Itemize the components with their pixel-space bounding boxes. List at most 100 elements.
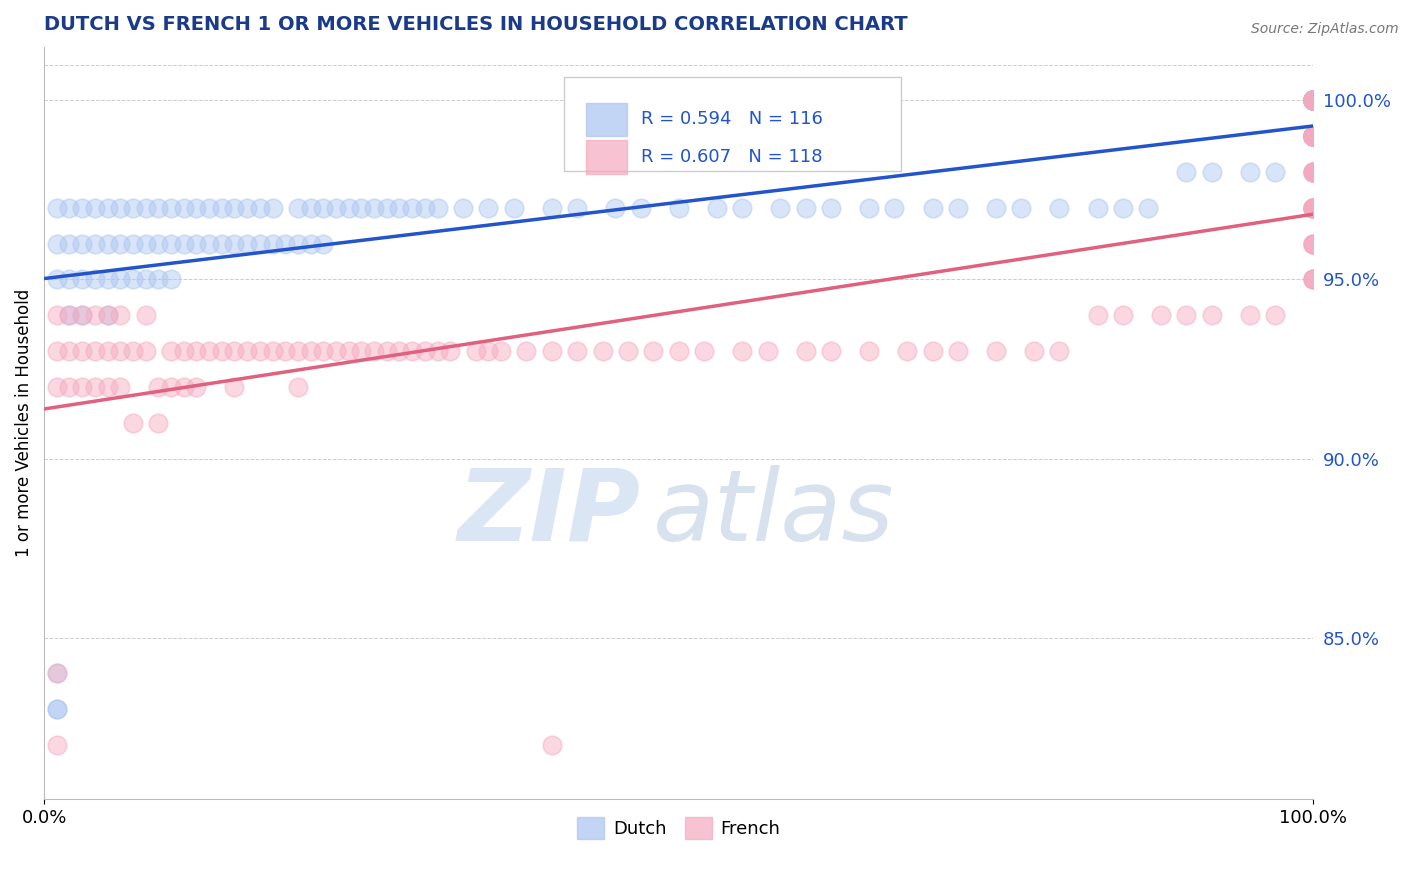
Point [224,201,246,215]
Point [274,344,297,359]
Point [1302,94,1324,108]
Point [375,201,398,215]
Point [160,201,183,215]
Point [1302,201,1324,215]
Point [794,201,817,215]
Point [489,344,512,359]
Point [1150,308,1173,322]
Point [83,236,105,251]
Point [769,201,792,215]
Point [224,380,246,394]
Text: R = 0.594   N = 116: R = 0.594 N = 116 [641,111,823,128]
Point [350,201,373,215]
Point [148,236,170,251]
Point [186,344,208,359]
Point [224,236,246,251]
Point [97,380,120,394]
Point [83,380,105,394]
Point [135,344,157,359]
Point [45,344,67,359]
Text: Source: ZipAtlas.com: Source: ZipAtlas.com [1251,22,1399,37]
Point [173,344,195,359]
Point [299,201,322,215]
Point [135,201,157,215]
Point [83,272,105,286]
Point [122,236,145,251]
Point [110,344,132,359]
Point [477,344,499,359]
Point [312,236,335,251]
Point [262,344,284,359]
Point [287,380,309,394]
Point [58,308,80,322]
Point [1201,308,1223,322]
Point [1137,201,1160,215]
Point [249,201,271,215]
Point [236,201,259,215]
Point [643,344,665,359]
Point [1302,201,1324,215]
Point [731,344,754,359]
Point [1302,129,1324,144]
Point [236,236,259,251]
FancyBboxPatch shape [564,77,901,170]
Point [1302,129,1324,144]
Point [173,380,195,394]
Point [70,308,93,322]
Point [1302,94,1324,108]
Point [1302,129,1324,144]
Point [388,201,411,215]
Point [401,344,423,359]
Point [363,344,385,359]
Point [1302,272,1324,286]
Point [45,666,67,681]
Point [211,201,233,215]
Point [1302,94,1324,108]
Point [198,201,221,215]
Point [1022,344,1045,359]
Point [97,272,120,286]
Y-axis label: 1 or more Vehicles in Household: 1 or more Vehicles in Household [15,289,32,557]
Point [540,201,562,215]
Point [160,380,183,394]
Point [274,236,297,251]
Point [1175,308,1198,322]
Point [135,236,157,251]
Point [1201,165,1223,179]
Point [58,380,80,394]
Point [1302,94,1324,108]
Point [45,738,67,752]
Point [756,344,779,359]
Point [1302,94,1324,108]
Point [477,201,499,215]
Point [249,344,271,359]
Point [1302,201,1324,215]
Point [262,201,284,215]
Point [388,344,411,359]
Point [70,272,93,286]
Point [1264,308,1286,322]
Point [186,236,208,251]
Point [1302,94,1324,108]
Point [325,201,347,215]
Point [1302,129,1324,144]
Point [160,236,183,251]
Point [287,236,309,251]
Point [1302,94,1324,108]
Point [97,236,120,251]
Point [299,344,322,359]
Point [287,201,309,215]
Point [1239,308,1261,322]
Point [1302,129,1324,144]
Point [1302,272,1324,286]
Point [1302,201,1324,215]
Point [58,201,80,215]
Text: ZIP: ZIP [457,465,641,561]
Point [439,344,461,359]
Point [58,344,80,359]
Text: DUTCH VS FRENCH 1 OR MORE VEHICLES IN HOUSEHOLD CORRELATION CHART: DUTCH VS FRENCH 1 OR MORE VEHICLES IN HO… [44,15,908,34]
Point [1302,94,1324,108]
Point [1302,129,1324,144]
Point [70,344,93,359]
Point [110,272,132,286]
